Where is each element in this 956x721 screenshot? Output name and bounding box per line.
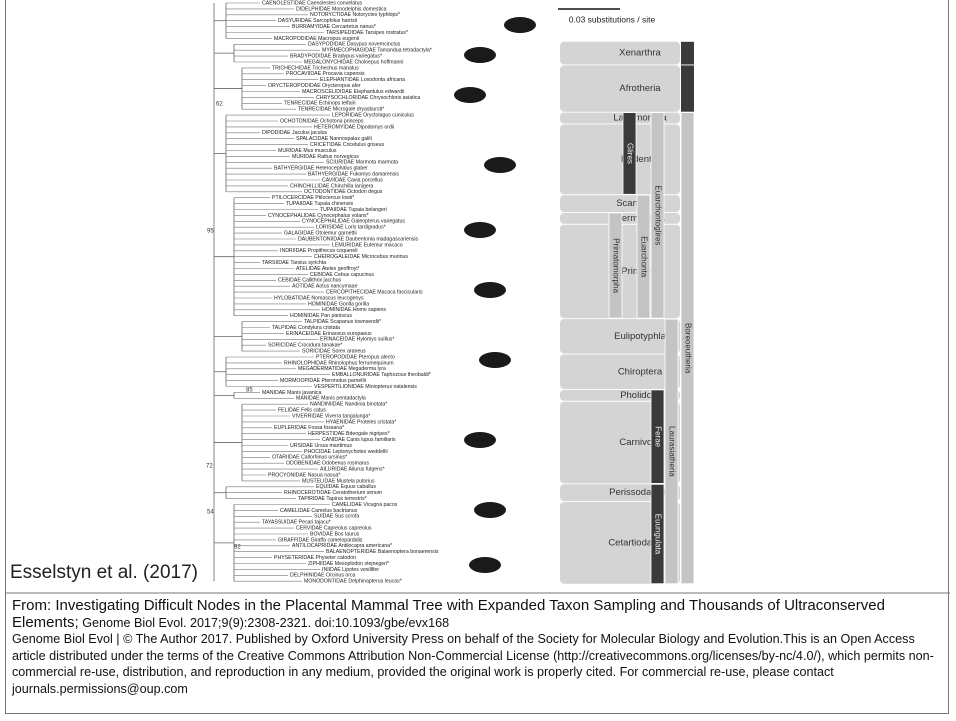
silhouette	[464, 432, 496, 448]
taxon-label: MONODONTIDAE Delphinapterus leucas*	[304, 579, 402, 585]
silhouette	[484, 157, 516, 173]
taxon-label: VESPERTILIONIDAE Miniopterus natalensis	[314, 384, 417, 390]
group-label: Laurasiatheria	[667, 426, 676, 477]
group-label: Ferae	[653, 426, 662, 447]
group-label: Euarchontoglires	[653, 185, 662, 245]
caption: From: Investigating Difficult Nodes in t…	[12, 598, 947, 698]
clade-label: Afrotheria	[619, 83, 661, 94]
group-label: Boreoeutheria	[683, 323, 692, 374]
clade-label: Eulipotyphla	[614, 331, 666, 342]
caption-reference: Genome Biol Evol. 2017;9(9):2308-2321. d…	[82, 616, 449, 630]
group-label: Euungulata	[653, 514, 662, 555]
silhouette	[474, 502, 506, 518]
group-label: Primatomorpha	[611, 238, 620, 293]
silhouette	[464, 47, 496, 63]
credit: Esselstyn et al. (2017)	[10, 562, 198, 583]
bootstrap-value: 62	[216, 102, 223, 108]
caption-license: Genome Biol Evol | © The Author 2017. Pu…	[12, 632, 934, 696]
bootstrap-value: 85	[246, 388, 253, 394]
taxon-label: CHEIROGALEIDAE Microcebus murinus	[314, 254, 408, 260]
scale-label: 0.03 substitutions / site	[569, 14, 656, 24]
silhouette	[469, 557, 501, 573]
group-label: Euarchonta	[639, 236, 648, 277]
bootstrap-value: 72	[206, 464, 213, 470]
silhouette	[474, 282, 506, 298]
bootstrap-value: 54	[207, 510, 214, 516]
group-label: Glires	[625, 143, 634, 164]
clade-label: Xenarthra	[619, 48, 661, 59]
clade-end-bar	[681, 42, 694, 65]
tree-figure: 0.03 substitutions / site Esselstyn et a…	[0, 0, 956, 594]
silhouette	[454, 87, 486, 103]
silhouette	[504, 17, 536, 33]
bootstrap-value: 95	[207, 229, 214, 235]
silhouette	[479, 352, 511, 368]
clade-end-bar	[681, 65, 694, 111]
silhouette	[464, 222, 496, 238]
bootstrap-value: 92	[234, 545, 241, 551]
clade-label: Chiroptera	[618, 366, 663, 377]
